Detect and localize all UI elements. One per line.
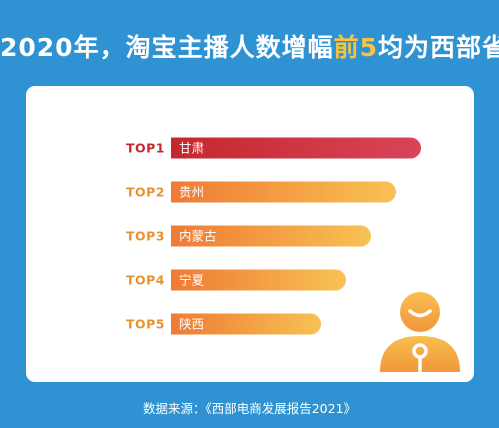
bar-label: 宁夏 [179,272,205,288]
bar: 内蒙古 [171,225,371,247]
bar: 宁夏 [171,269,346,291]
title-suffix: 均为西部省份 [378,33,499,62]
bar: 陕西 [171,313,321,335]
data-source: 数据来源：《西部电商发展报告2021》 [142,401,357,416]
rank-label: TOP5 [125,316,165,332]
bar-label: 甘肃 [179,140,205,156]
rank-label: TOP4 [125,272,165,288]
title-highlight: 前5 [333,33,378,62]
bar-label: 内蒙古 [179,228,217,244]
title-prefix: 2020年，淘宝主播人数增幅 [0,33,334,62]
person-with-microphone-icon [380,292,460,372]
rank-label: TOP1 [125,140,165,156]
chart-card: TOP1 甘肃 TOP2 贵州 TOP3 内蒙古 TOP4 宁夏 TOP5 陕西 [26,86,474,382]
bar: 贵州 [171,181,396,203]
page-title: 2020年，淘宝主播人数增幅前5均为西部省份 [0,28,499,66]
bar-label: 贵州 [179,184,205,200]
bar: 甘肃 [171,137,421,159]
rank-label: TOP2 [125,184,165,200]
rank-label: TOP3 [125,228,165,244]
bar-label: 陕西 [179,316,205,332]
